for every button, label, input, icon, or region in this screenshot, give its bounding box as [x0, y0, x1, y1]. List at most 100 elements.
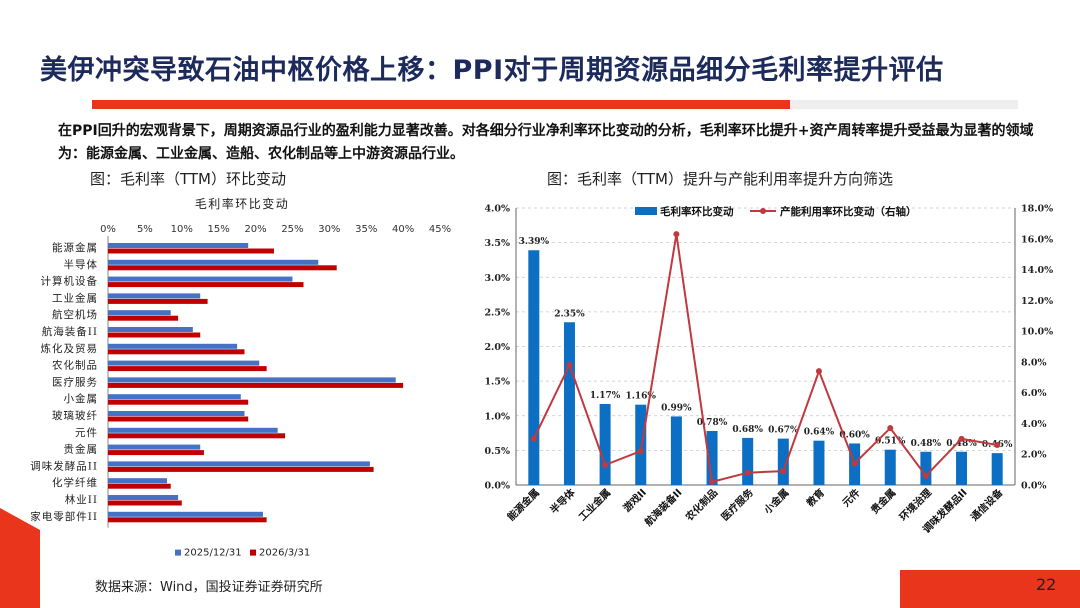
x-category-label: 小金属 [760, 486, 791, 517]
legend-swatch-bar [635, 207, 657, 215]
bar [108, 500, 182, 506]
category-label: 家电零部件II [30, 510, 98, 523]
bar [108, 343, 238, 349]
bar [108, 248, 274, 254]
x-category-label: 元件 [839, 486, 862, 509]
category-label: 林业II [65, 493, 98, 506]
bar [108, 517, 267, 523]
left-axis-tick-label: 2.5% [484, 307, 510, 318]
utilization-point [530, 435, 537, 442]
x-category-label: 航海装备II [642, 486, 685, 529]
utilization-point [780, 468, 787, 475]
bar [108, 310, 171, 316]
x-category-label: 环境治理 [897, 486, 934, 523]
column-data-label: 0.67% [768, 426, 799, 436]
legend-label-bar: 毛利率环比变动 [660, 205, 734, 218]
left-axis-tick-label: 2.0% [484, 342, 510, 353]
bar [108, 293, 201, 299]
page-title: 美伊冲突导致石油中枢价格上移：PPI对于周期资源品细分毛利率提升评估 [40, 55, 944, 86]
x-tick-label: 45% [429, 224, 451, 235]
bar [108, 243, 249, 248]
bar [108, 377, 396, 383]
bar [108, 282, 304, 288]
utilization-point [744, 469, 751, 476]
column-bar [884, 449, 896, 485]
column-data-label: 1.17% [590, 391, 621, 401]
bar [108, 416, 249, 422]
x-category-label: 医疗服务 [718, 485, 756, 523]
x-tick-label: 15% [208, 224, 230, 235]
category-label: 元件 [75, 427, 98, 439]
data-source-note: 数据来源：Wind，国投证券证券研究所 [95, 580, 323, 595]
right-axis-tick-label: 2.0% [1021, 450, 1047, 461]
category-label: 工业金属 [52, 291, 98, 304]
x-tick-label: 5% [137, 224, 153, 235]
utilization-point [815, 368, 822, 375]
bar [108, 444, 201, 450]
bar [108, 483, 171, 489]
category-label: 贵金属 [64, 443, 99, 456]
x-category-label: 贵金属 [868, 486, 898, 516]
x-category-label: 农化制品 [682, 486, 720, 524]
bar [108, 265, 337, 271]
legend-swatch-marker [760, 208, 766, 214]
column-data-label: 0.99% [661, 403, 692, 413]
category-label: 玻璃玻纤 [52, 409, 98, 422]
right-axis-tick-label: 14.0% [1021, 265, 1053, 276]
x-category-label: 教育 [803, 486, 827, 510]
bar [108, 461, 370, 467]
column-data-label: 3.39% [519, 237, 550, 247]
column-bar [813, 440, 825, 485]
right-chart-caption: 图：毛利率（TTM）提升与产能利用率提升方向筛选 [547, 170, 894, 188]
left-axis-tick-label: 1.0% [484, 411, 510, 422]
utilization-point [673, 231, 680, 238]
left-axis-tick-label: 4.0% [484, 204, 510, 215]
x-category-label: 通信设备 [968, 485, 1006, 523]
left-axis-tick-label: 0.5% [484, 446, 510, 457]
column-data-label: 0.48% [946, 439, 977, 449]
x-tick-label: 40% [392, 224, 414, 235]
title-underline-extension [790, 100, 1018, 109]
category-label: 调味发酵品II [30, 459, 98, 472]
column-data-label: 0.60% [839, 430, 870, 440]
title-underline-bar [92, 100, 790, 109]
bar [108, 466, 374, 472]
bar [108, 259, 319, 265]
x-category-label: 能源金属 [504, 486, 541, 523]
bar [108, 411, 245, 416]
column-data-label: 0.51% [875, 437, 906, 447]
right-axis-tick-label: 18.0% [1021, 204, 1053, 215]
column-data-label: 0.48% [911, 439, 942, 449]
column-data-label: 0.64% [804, 428, 835, 438]
utilization-point [566, 361, 573, 368]
utilization-line [532, 234, 998, 484]
right-axis-tick-label: 10.0% [1021, 327, 1053, 338]
bar [108, 366, 267, 372]
utilization-point [851, 460, 858, 467]
column-bar [956, 451, 968, 485]
category-label: 农化制品 [52, 359, 98, 372]
category-label: 能源金属 [52, 241, 98, 254]
column-bar [742, 437, 754, 485]
bar [108, 349, 245, 355]
x-tick-label: 20% [244, 224, 266, 235]
column-bar [777, 438, 789, 485]
category-label: 炼化及贸易 [41, 342, 99, 355]
bar [108, 327, 193, 332]
x-tick-label: 25% [281, 224, 303, 235]
right-axis-tick-label: 12.0% [1021, 296, 1053, 307]
bar [108, 433, 286, 439]
bar [108, 360, 260, 366]
bar [108, 427, 278, 433]
category-label: 航海装备II [42, 325, 98, 338]
left-axis-tick-label: 0.0% [484, 481, 510, 492]
right-axis-tick-label: 8.0% [1021, 357, 1047, 368]
left-axis-tick-label: 3.5% [484, 238, 510, 249]
column-bar [563, 322, 575, 485]
column-data-label: 0.78% [697, 418, 728, 428]
utilization-point [637, 448, 644, 455]
column-data-label: 0.68% [732, 425, 763, 435]
category-label: 医疗服务 [52, 375, 98, 388]
category-label: 计算机设备 [41, 275, 99, 288]
x-category-label: 半导体 [547, 485, 578, 516]
